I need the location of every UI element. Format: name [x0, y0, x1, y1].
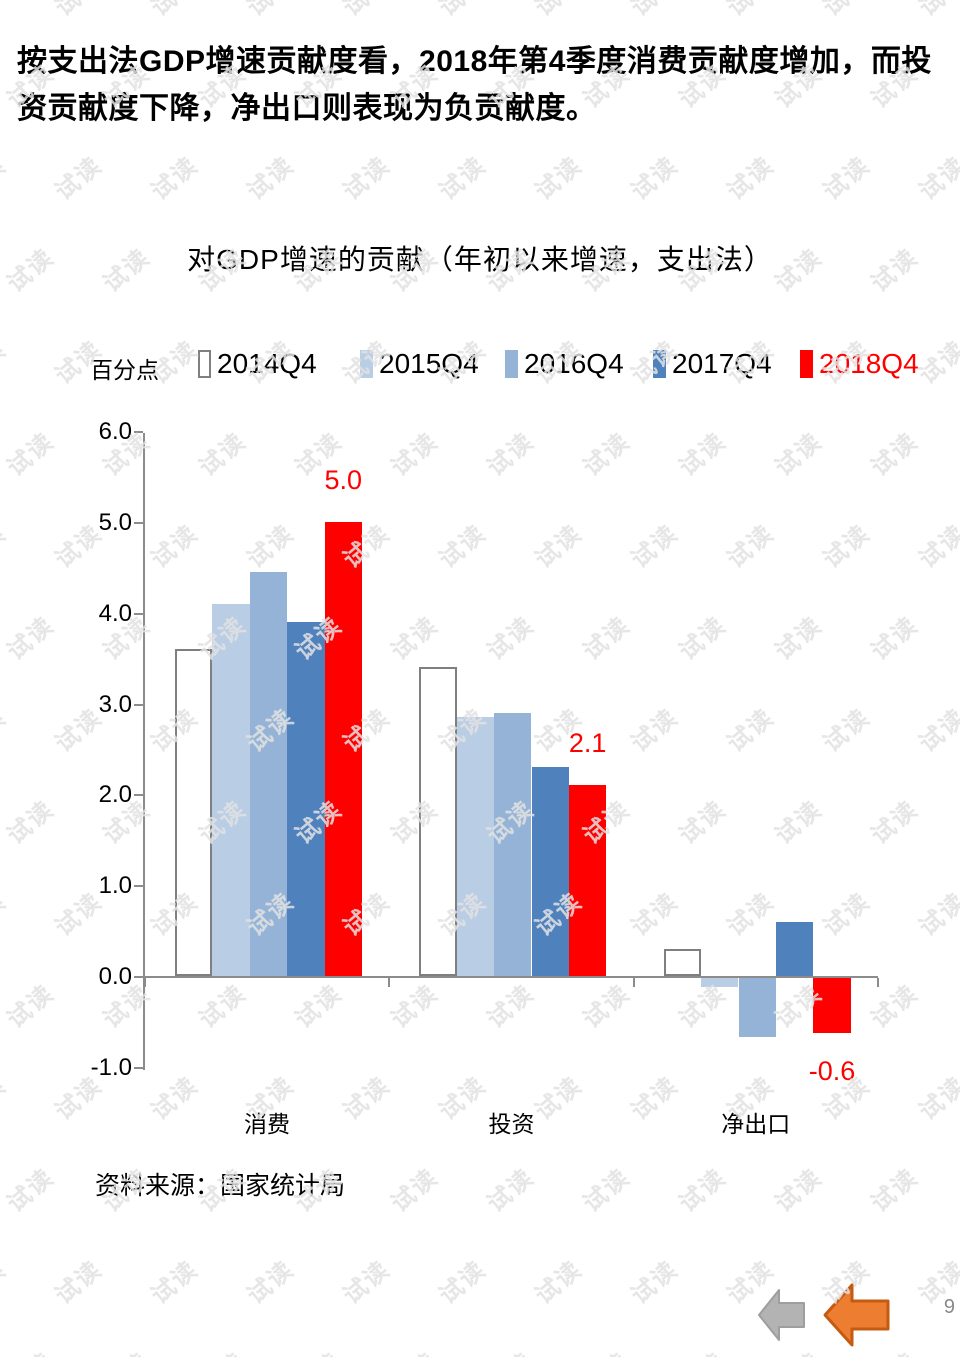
bar-2018Q4-消费 [324, 522, 362, 976]
x-axis-tick [877, 978, 879, 987]
legend-item-2016Q4: 2016Q4 [505, 349, 624, 379]
legend-label: 2017Q4 [672, 348, 772, 379]
source-note: 资料来源：国家统计局 [95, 1172, 346, 1200]
legend-swatch-2014Q4 [198, 350, 211, 378]
legend-swatch-2016Q4 [505, 350, 518, 378]
y-axis-tick [134, 976, 143, 978]
legend-label: 2014Q4 [217, 348, 317, 379]
legend-swatch-2017Q4 [653, 350, 666, 378]
y-axis-tick-label: 4.0 [98, 599, 132, 627]
x-axis-tick [632, 978, 635, 987]
bar-2015Q4-投资 [456, 717, 495, 976]
y-axis-tick-label: 3.0 [98, 690, 132, 718]
bar-2018Q4-净出口 [813, 978, 851, 1033]
y-axis-line [143, 433, 145, 1070]
category-label: 净出口 [721, 1111, 791, 1137]
y-axis-tick-label: 2.0 [98, 781, 132, 809]
legend-label: 2015Q4 [379, 348, 479, 379]
x-axis-tick [144, 978, 146, 987]
data-label: 5.0 [324, 465, 363, 495]
bar-2016Q4-净出口 [738, 978, 776, 1037]
x-axis-line [145, 976, 878, 978]
bar-2017Q4-投资 [531, 767, 569, 976]
bar-2015Q4-净出口 [701, 978, 739, 988]
y-axis-unit-label: 百分点 [90, 357, 159, 383]
y-axis-tick-label: 0.0 [98, 963, 132, 990]
bar-2016Q4-投资 [494, 712, 532, 976]
nav-back-arrow-icon[interactable] [757, 1283, 806, 1347]
legend-swatch-2018Q4 [800, 350, 813, 378]
category-label: 投资 [488, 1111, 535, 1137]
y-axis-tick [134, 885, 143, 888]
y-axis-tick-label: 5.0 [98, 509, 132, 536]
bar-2017Q4-消费 [287, 621, 325, 976]
y-axis-tick [134, 612, 143, 615]
bar-2016Q4-消费 [249, 571, 288, 976]
legend-label: 2018Q4 [819, 348, 919, 379]
bar-2014Q4-投资 [419, 667, 457, 976]
bar-2014Q4-净出口 [663, 948, 702, 976]
bar-2018Q4-投资 [568, 785, 607, 976]
y-axis-tick [134, 431, 143, 434]
y-axis-tick-label: 1.0 [98, 872, 132, 900]
legend-swatch-2015Q4 [360, 350, 373, 378]
bar-2015Q4-消费 [212, 603, 250, 976]
page-number: 9 [943, 1296, 955, 1318]
chart-title: 对GDP增速的贡献（年初以来增速，支出法） [187, 244, 773, 275]
y-axis-tick [134, 1066, 143, 1069]
legend-item-2017Q4: 2017Q4 [653, 349, 772, 379]
data-label: 2.1 [568, 728, 607, 759]
y-axis-tick-label: -1.0 [90, 1053, 132, 1081]
legend-item-2015Q4: 2015Q4 [360, 349, 479, 379]
legend-item-2014Q4: 2014Q4 [198, 349, 317, 379]
y-axis-tick [134, 703, 143, 706]
bar-2017Q4-净出口 [775, 921, 814, 976]
legend-label: 2016Q4 [524, 348, 624, 379]
x-axis-tick [388, 978, 391, 987]
y-axis-tick [134, 794, 143, 797]
bar-2014Q4-消费 [175, 649, 213, 976]
legend-item-2018Q4: 2018Q4 [800, 349, 919, 379]
headline-text: 按支出法GDP增速贡献度看，2018年第4季度消费贡献度增加，而投资贡献度下降，… [17, 45, 932, 125]
category-label: 消费 [244, 1111, 290, 1137]
y-axis-tick-label: 6.0 [98, 418, 132, 446]
nav-forward-arrow-icon[interactable] [822, 1279, 892, 1352]
y-axis-tick [134, 522, 143, 524]
data-label: -0.6 [808, 1055, 856, 1086]
